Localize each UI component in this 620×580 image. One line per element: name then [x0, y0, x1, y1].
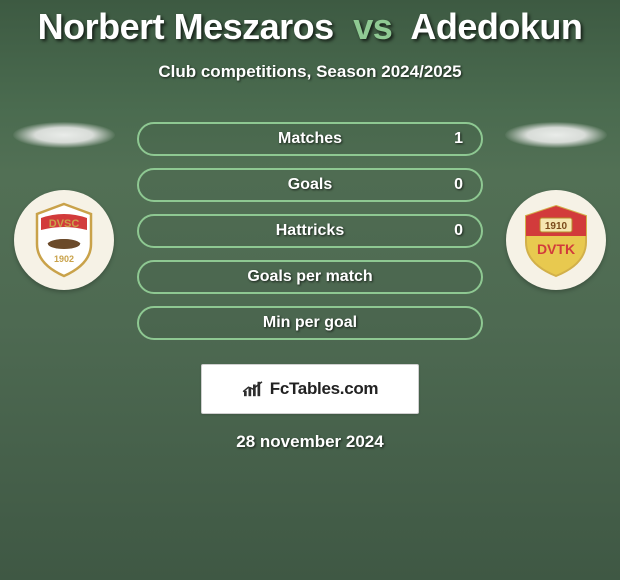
vs-label: vs	[353, 6, 392, 47]
left-club-badge: DVSC 1902	[14, 190, 114, 290]
stat-row-goals-per-match: Goals per match	[137, 260, 483, 294]
main-area: DVSC 1902 Matches 1 Goals 0 Hattricks	[0, 122, 620, 340]
stat-value: 0	[447, 176, 463, 194]
brand-card: FcTables.com	[201, 364, 419, 414]
dvsc-year-text: 1902	[54, 254, 74, 264]
dvtk-year-text: 1910	[545, 221, 568, 232]
dvsc-name-text: DVSC	[49, 218, 80, 230]
dvtk-crest-icon: 1910 DVTK	[516, 200, 596, 280]
stat-row-hattricks: Hattricks 0	[137, 214, 483, 248]
stat-value: 0	[447, 222, 463, 240]
stat-row-min-per-goal: Min per goal	[137, 306, 483, 340]
content-wrapper: Norbert Meszaros vs Adedokun Club compet…	[0, 0, 620, 452]
stat-label: Goals per match	[173, 268, 447, 286]
player1-placeholder-ellipse	[13, 122, 115, 148]
right-club-badge: 1910 DVTK	[506, 190, 606, 290]
player1-name: Norbert Meszaros	[38, 6, 334, 47]
bar-chart-icon	[242, 380, 264, 398]
stat-label: Hattricks	[173, 222, 447, 240]
subtitle: Club competitions, Season 2024/2025	[0, 62, 620, 82]
stat-label: Goals	[173, 176, 447, 194]
dvtk-name-text: DVTK	[537, 241, 575, 257]
player2-placeholder-ellipse	[505, 122, 607, 148]
stat-label: Min per goal	[173, 314, 447, 332]
stats-column: Matches 1 Goals 0 Hattricks 0 Goals per …	[137, 122, 483, 340]
right-column: 1910 DVTK	[501, 122, 611, 290]
stat-row-matches: Matches 1	[137, 122, 483, 156]
stat-value: 1	[447, 130, 463, 148]
player2-name: Adedokun	[410, 6, 582, 47]
date-text: 28 november 2024	[0, 432, 620, 452]
left-column: DVSC 1902	[9, 122, 119, 290]
stat-label: Matches	[173, 130, 447, 148]
dvsc-crest-icon: DVSC 1902	[29, 200, 99, 280]
brand-text: FcTables.com	[270, 379, 379, 399]
stat-row-goals: Goals 0	[137, 168, 483, 202]
comparison-title: Norbert Meszaros vs Adedokun	[0, 0, 620, 48]
